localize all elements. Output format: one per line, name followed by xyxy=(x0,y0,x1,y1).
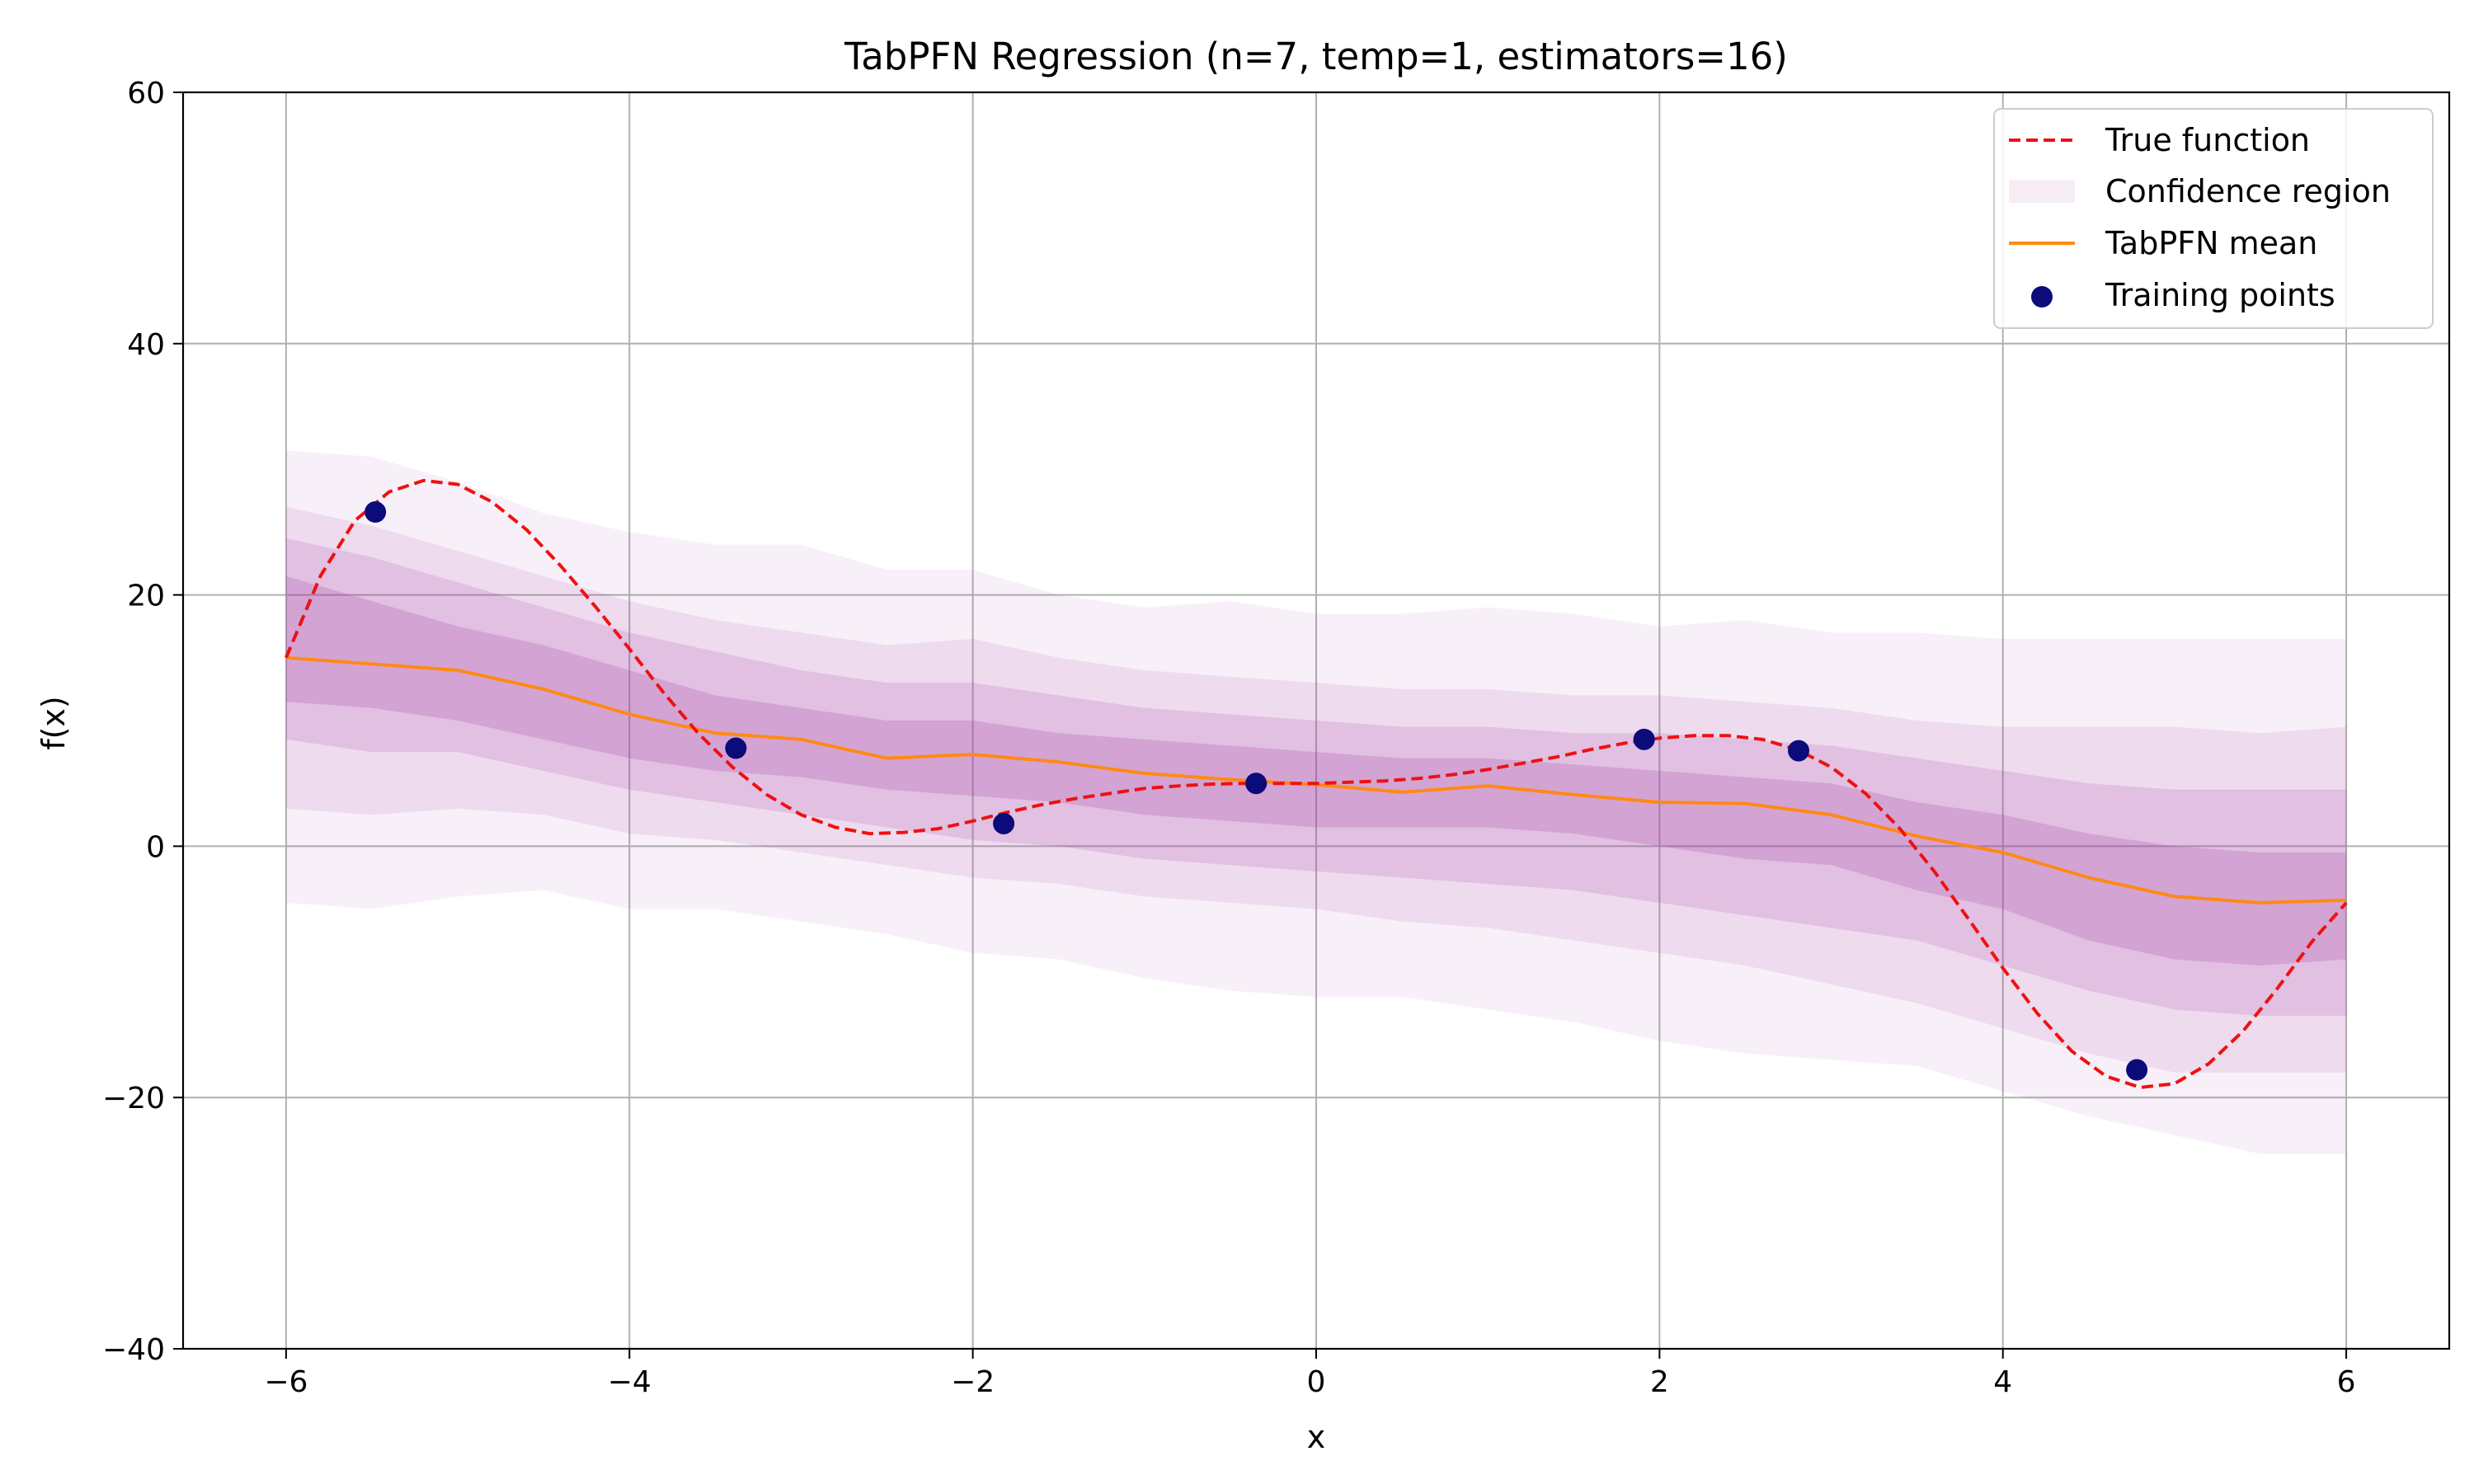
legend: True function Confidence region TabPFN m… xyxy=(1993,108,2434,329)
y-tick-label: 20 xyxy=(127,580,165,613)
training-point xyxy=(1787,740,1809,762)
true-function-line xyxy=(285,478,2348,1089)
confidence-band-outer xyxy=(285,450,2347,1154)
x-tick-label: 6 xyxy=(2337,1365,2356,1399)
x-axis-label: x xyxy=(1307,1419,1326,1455)
y-axis-label: f(x) xyxy=(35,696,72,750)
confidence-band-core xyxy=(285,575,2347,966)
y-tick-label: 60 xyxy=(127,77,165,110)
y-tick-label: 40 xyxy=(127,328,165,362)
training-point xyxy=(1245,773,1268,795)
training-point xyxy=(993,812,1015,834)
confidence-band-mid xyxy=(285,506,2347,1073)
training-point xyxy=(1633,728,1655,750)
legend-confidence-swatch xyxy=(2009,180,2075,203)
legend-mean-label: TabPFN mean xyxy=(2105,225,2317,261)
x-tick-label: 0 xyxy=(1307,1365,1326,1399)
confidence-band-inner xyxy=(285,538,2347,1017)
x-tick-label: 4 xyxy=(1993,1365,2012,1399)
series-lines xyxy=(285,478,2348,1089)
legend-points-swatch xyxy=(2031,286,2053,308)
y-tick-label: −20 xyxy=(102,1082,165,1115)
legend-true-function-label: True function xyxy=(2105,122,2310,158)
training-point xyxy=(725,737,747,759)
legend-points-label: Training points xyxy=(2105,277,2335,313)
training-points xyxy=(365,501,2148,1081)
chart-title: TabPFN Regression (n=7, temp=1, estimato… xyxy=(844,35,1788,78)
training-point xyxy=(365,501,387,524)
x-tick-label: 2 xyxy=(1650,1365,1669,1399)
x-tick-label: −4 xyxy=(608,1365,651,1399)
y-tick-label: −40 xyxy=(102,1333,165,1367)
y-tick-label: 0 xyxy=(146,830,165,864)
legend-confidence-label: Confidence region xyxy=(2105,173,2391,209)
confidence-bands xyxy=(285,450,2347,1154)
x-tick-label: −2 xyxy=(951,1365,995,1399)
legend-box xyxy=(1993,108,2434,329)
x-tick-label: −6 xyxy=(264,1365,308,1399)
training-point xyxy=(2126,1059,2148,1081)
